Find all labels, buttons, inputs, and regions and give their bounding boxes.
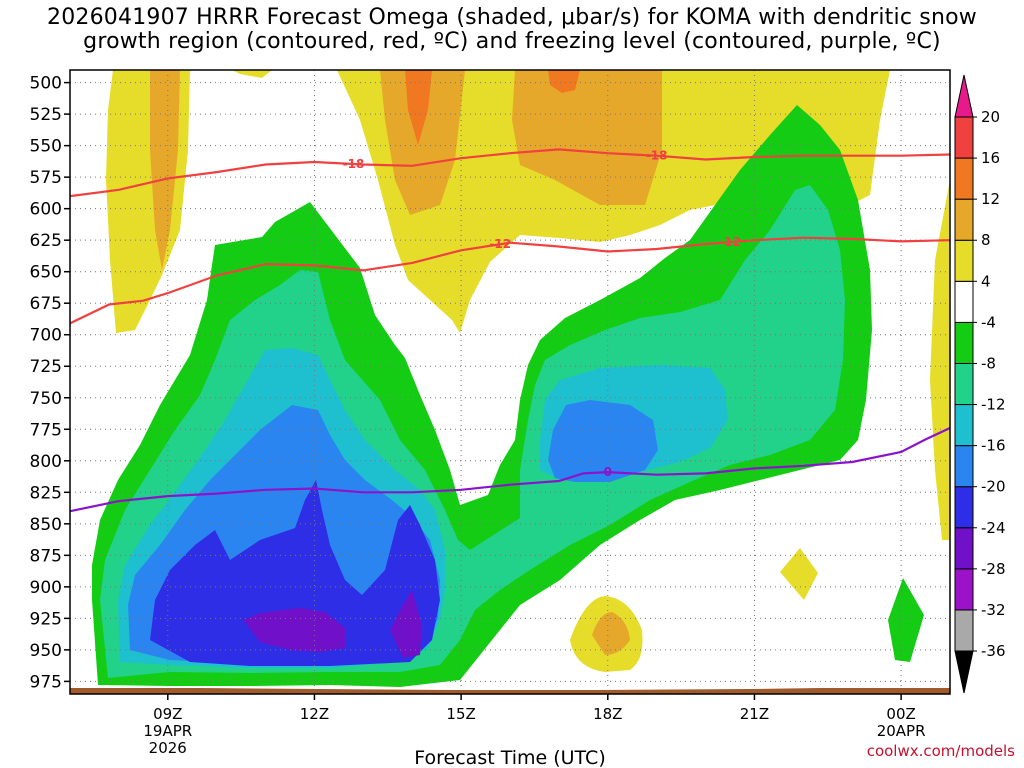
colorbar-label: 12 [981,190,1000,208]
colorbar-segment [954,445,974,488]
omega-pos-8-low [592,612,630,655]
omega-pos-8-center2 [512,70,662,205]
y-tick-label: 525 [30,105,62,125]
colorbar-label: -12 [981,396,1006,414]
y-tick-label: 575 [30,168,62,188]
omega-neg-20 [150,480,440,666]
omega-pos-4-top [232,70,272,78]
y-tick-label: 825 [30,483,62,503]
y-tick-label: 500 [30,74,62,94]
colorbar-segment [954,486,974,529]
colorbar-label: 20 [981,108,1000,126]
x-tick-label: 09Z [153,705,182,723]
colorbar-segment [954,198,974,241]
omega-pos-8-center [380,70,465,215]
x-tick-label: 00Z [886,705,915,723]
colorbar-label: -36 [981,642,1006,660]
isotherm-label: -18 [646,149,668,163]
x-tick-label: 21Z [740,705,769,723]
y-tick-label: 925 [30,609,62,629]
x-axis-title: Forecast Time (UTC) [414,747,605,768]
colorbar-under-arrow [954,650,974,694]
omega-neg-16-right [548,400,658,482]
isotherm-label: -18 [343,157,365,171]
y-tick-label: 700 [30,326,62,346]
colorbar-segment [954,321,974,364]
omega-pos-12-a [405,70,432,145]
isotherm-line [70,427,950,513]
omega-neg-24-b [390,590,422,658]
omega-neg-4-small [888,578,924,662]
credit-link[interactable]: coolwx.com/models [867,742,1015,760]
isotherm-label: 0 [604,465,612,479]
y-tick-label: 625 [30,231,62,251]
omega-pos-12-b [548,70,580,93]
colorbar-segment [954,404,974,447]
y-tick-label: 850 [30,515,62,535]
colorbar-label: -24 [981,519,1006,537]
y-tick-label: 725 [30,357,62,377]
x-tick-label: 12Z [300,705,329,723]
isotherm-contours: -18 -18 -12 -12 0 [70,148,950,513]
x-tick-date: 19APR [143,722,192,740]
y-tick-label: 750 [30,389,62,409]
y-tick-label: 950 [30,641,62,661]
x-tick-year: 2026 [149,739,187,757]
isotherm-line [70,236,950,325]
omega-pos-4-low2 [780,548,818,600]
colorbar-label: -20 [981,478,1006,496]
colorbar-label: 8 [981,231,991,249]
y-tick-label: 800 [30,452,62,472]
y-tick-label: 600 [30,200,62,220]
colorbar-label: -16 [981,437,1006,455]
colorbar-segment [954,609,974,652]
isotherm-label: -12 [489,237,511,251]
x-tick-label: 18Z [593,705,622,723]
colorbar-segment [954,362,974,406]
colorbar-segment [954,239,974,282]
colorbar-label: -4 [981,313,996,331]
colorbar-label: 4 [981,272,991,290]
colorbar-label: -32 [981,601,1006,619]
omega-pos-4-right-edge [930,180,950,540]
chart-title: 2026041907 HRRR Forecast Omega (shaded, … [0,6,1024,54]
chart-title-line2: growth region (contoured, red, ºC) and f… [83,29,941,54]
y-tick-label: 675 [30,294,62,314]
colorbar-label: -8 [981,354,996,372]
colorbar-over-arrow [954,74,974,118]
ground [70,688,950,694]
y-tick-label: 650 [30,263,62,283]
x-tick-date: 20APR [877,722,926,740]
y-tick-label: 875 [30,546,62,566]
colorbar-label: 16 [981,149,1000,167]
isotherm-line [70,148,950,198]
colorbar-segment [954,568,974,611]
y-tick-label: 975 [30,672,62,692]
omega-shading [70,70,950,694]
colorbar-segment [954,280,974,323]
x-tick-label: 15Z [446,705,475,723]
colorbar-segment [954,527,974,570]
colorbar-label: -28 [981,560,1006,578]
gridlines [70,70,950,694]
colorbar-segment [954,157,974,200]
colorbar: -36 -32 -28 -24 -20 -16 -12 -8 -4 4 8 12 16 20 [954,74,1006,694]
y-tick-label: 550 [30,137,62,157]
plot-frame [69,69,951,695]
omega-neg-24 [243,608,345,652]
chart-title-line1: 2026041907 HRRR Forecast Omega (shaded, … [47,5,977,30]
y-tick-label: 900 [30,578,62,598]
omega-pos-8-left [150,70,180,270]
y-tick-label: 775 [30,420,62,440]
colorbar-segment [954,116,974,159]
y-axis: 500 525 550 575 600 625 650 675 700 725 750 775 800 8… [30,74,70,692]
isotherm-label: -12 [719,235,741,249]
